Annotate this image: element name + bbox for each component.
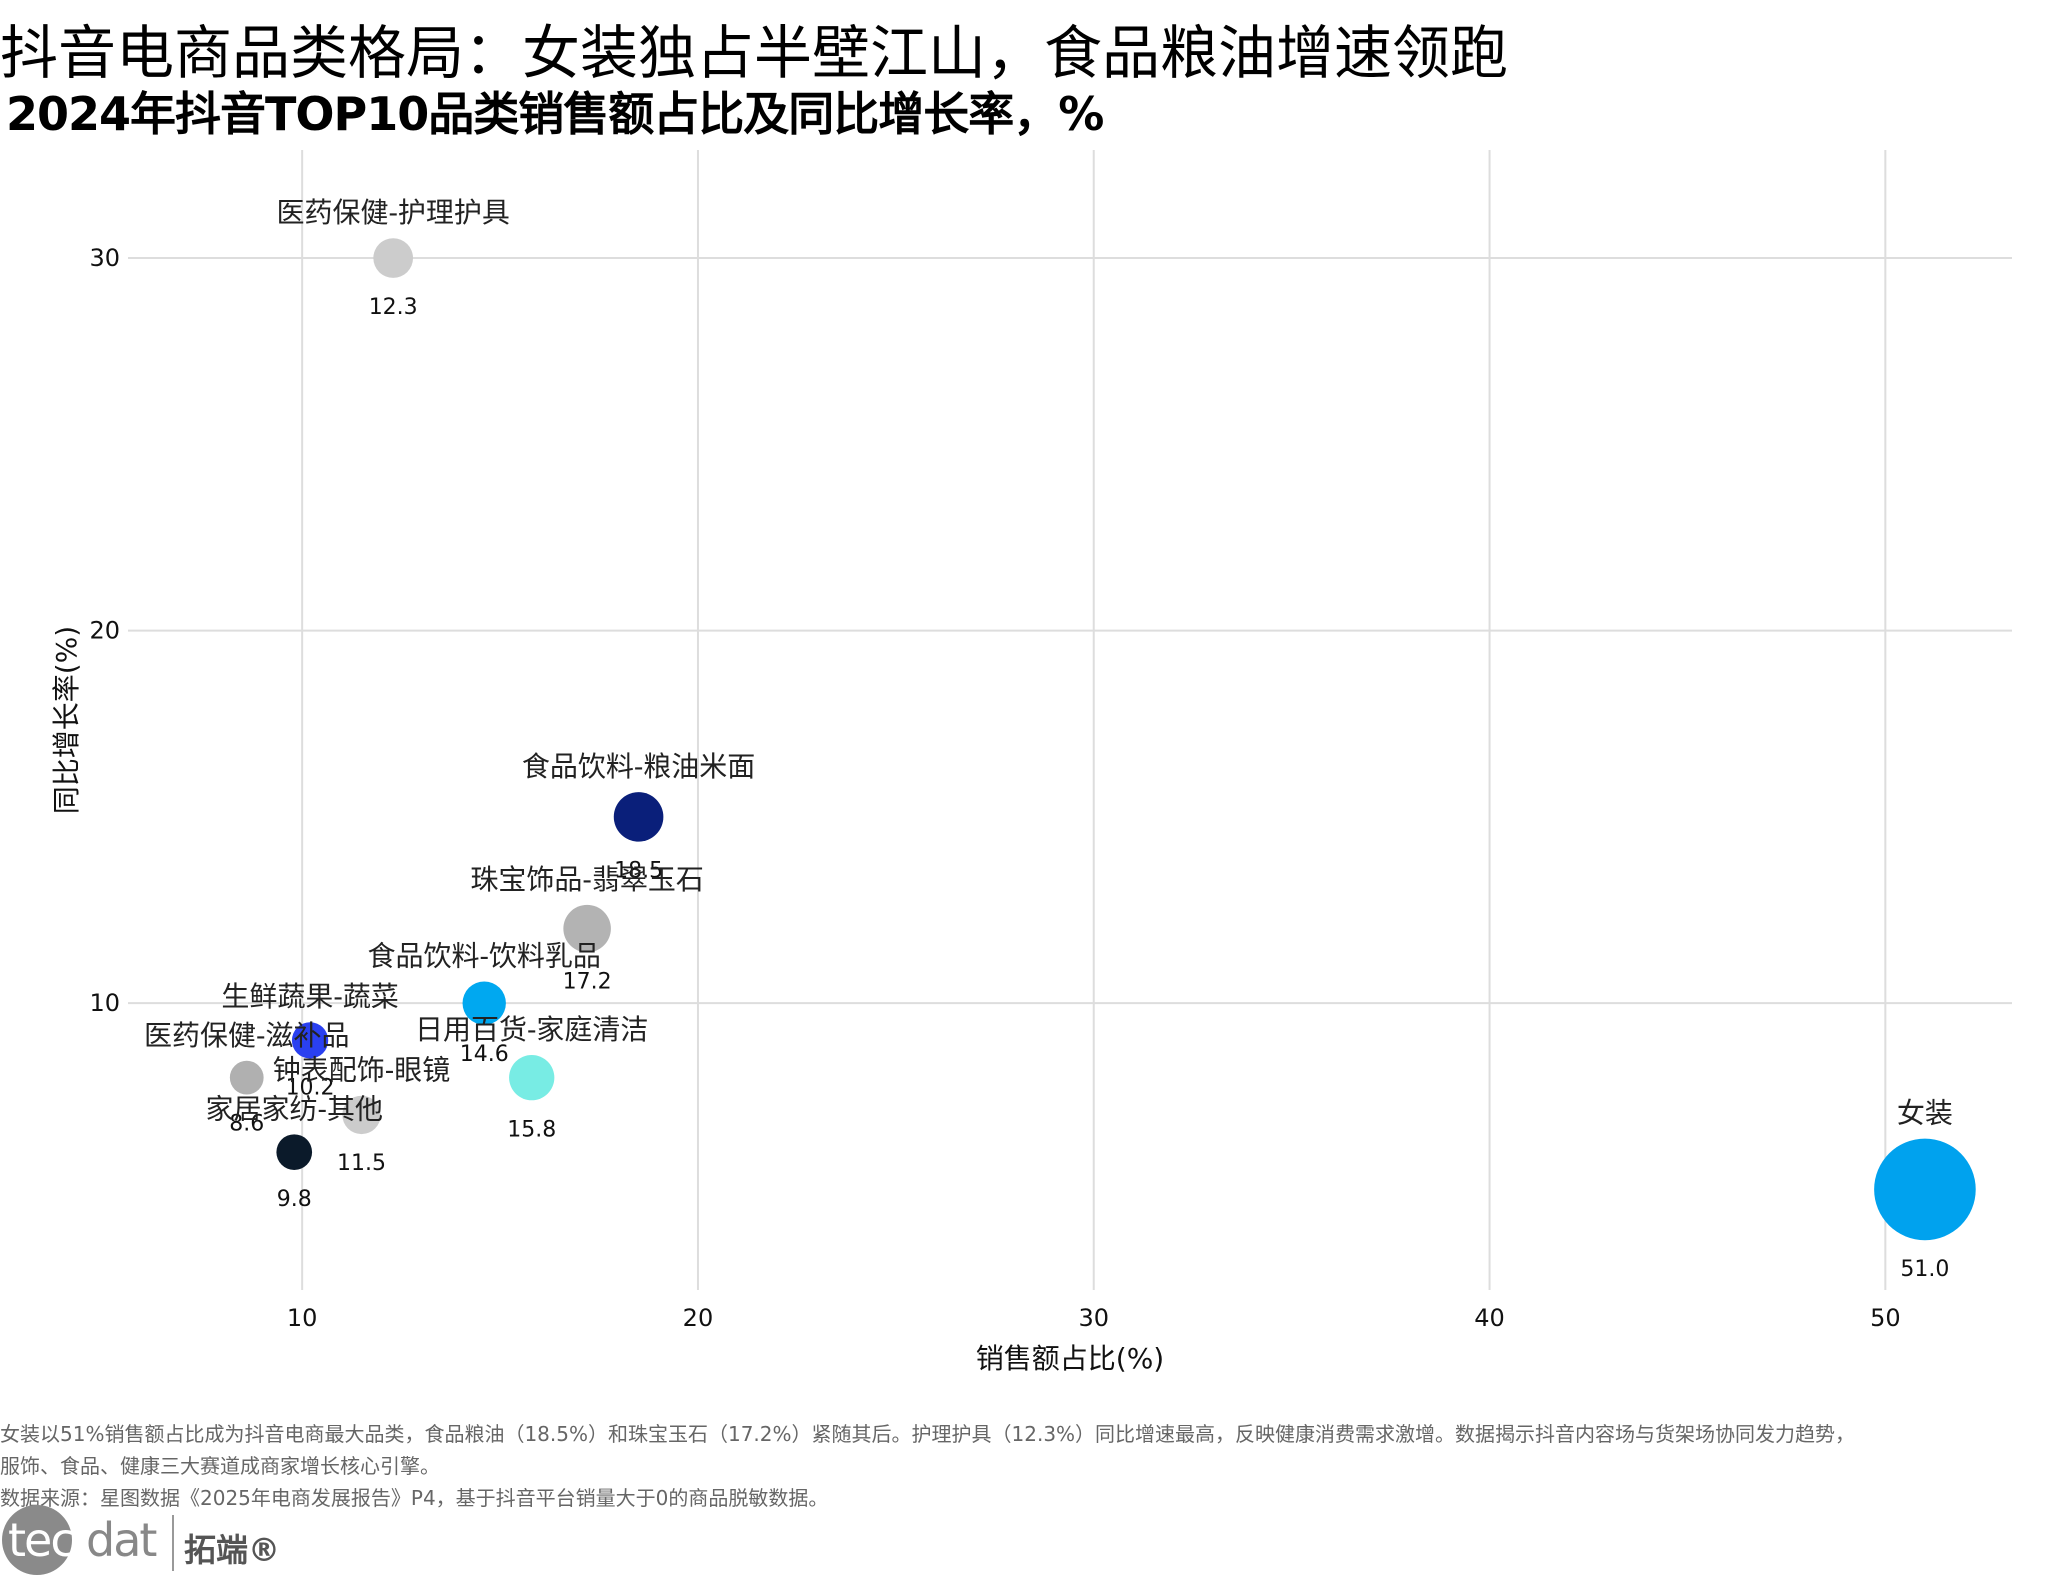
logo-circle: [2, 1505, 72, 1575]
point-name-label: 日用百货-家庭清洁: [415, 1013, 648, 1046]
y-axis-label: 同比增长率(%): [50, 626, 83, 814]
point-name-label: 医药保健-滋补品: [144, 1019, 349, 1052]
logo-text-tec: tec: [8, 1513, 76, 1567]
point-value-label: 14.6: [460, 1042, 509, 1067]
point-name-label: 珠宝饰品-翡翠玉石: [470, 863, 703, 896]
note-line-1: 女装以51%销售额占比成为抖音电商最大品类，食品粮油（18.5%）和珠宝玉石（1…: [0, 1422, 1856, 1446]
chart-subtitle: 2024年抖音TOP10品类销售额占比及同比增长率，%: [6, 87, 1104, 141]
bubble-point: [276, 1134, 313, 1170]
bubble-point: [563, 904, 611, 953]
bubble-point: [373, 238, 414, 278]
y-tick-label: 20: [89, 617, 120, 645]
note-line-2: 服饰、食品、健康三大赛道成商家增长核心引擎。: [0, 1454, 440, 1478]
scatter-chart: 10 20 30 40 50 10 20 30 销售额占比(%) 同比增长率(%) 医药保健-护理护…: [50, 150, 2012, 1375]
bubble-point: [291, 1022, 329, 1059]
x-tick-label: 20: [683, 1304, 714, 1332]
y-tick-label: 30: [89, 244, 120, 272]
point-value-label: 12.3: [369, 295, 418, 320]
bubble-point: [342, 1095, 381, 1135]
logo-text-dat: dat: [86, 1513, 157, 1567]
bubble-point: [462, 981, 506, 1025]
point-value-label: 51.0: [1900, 1257, 1949, 1282]
point-name-label: 钟表配饰-眼镜: [273, 1054, 450, 1087]
point-value-label: 18.5: [614, 859, 663, 884]
point-name-label: 食品饮料-饮料乳品: [367, 939, 600, 972]
point-value-label: 11.5: [337, 1151, 386, 1176]
x-tick-label: 10: [287, 1304, 318, 1332]
point-name-label: 食品饮料-粮油米面: [522, 750, 755, 783]
bubble-point: [1874, 1138, 1976, 1241]
bubble-point: [509, 1055, 555, 1101]
logo-text-cn: 拓端®: [184, 1531, 281, 1569]
y-tick-label: 10: [89, 989, 120, 1017]
x-tick-label: 30: [1078, 1304, 1109, 1332]
x-tick-label: 40: [1474, 1304, 1505, 1332]
point-value-label: 8.6: [229, 1112, 264, 1137]
point-name-label: 医药保健-护理护具: [276, 196, 509, 229]
bubble-point: [229, 1060, 264, 1095]
point-name-label: 生鲜蔬果-蔬菜: [221, 980, 398, 1013]
point-value-label: 10.2: [286, 1076, 335, 1101]
point-name-label: 家居家纺-其他: [206, 1092, 383, 1125]
point-value-label: 9.8: [277, 1187, 312, 1212]
point-value-label: 15.8: [507, 1117, 556, 1142]
x-axis-label: 销售额占比(%): [976, 1342, 1164, 1375]
logo-divider: [172, 1515, 174, 1571]
point-value-label: 17.2: [563, 969, 612, 994]
point-name-label: 女装: [1897, 1097, 1953, 1130]
source-note: 数据来源：星图数据《2025年电商发展报告》P4，基于抖音平台销量大于0的商品脱…: [0, 1486, 829, 1510]
x-tick-label: 50: [1870, 1304, 1901, 1332]
bubble-point: [613, 792, 664, 842]
chart-title: 抖音电商品类格局：女装独占半壁江山，食品粮油增速领跑: [0, 19, 1509, 87]
